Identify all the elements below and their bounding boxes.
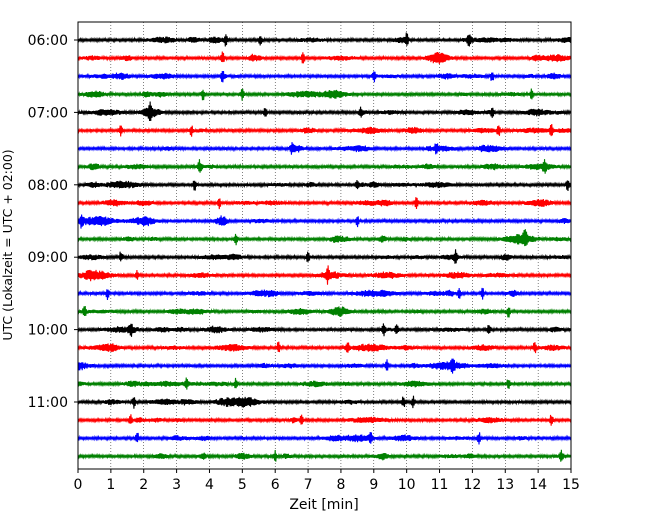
seismic-trace xyxy=(77,71,572,83)
x-tick-label: 2 xyxy=(139,477,148,493)
seismic-trace xyxy=(77,142,572,155)
seismic-trace xyxy=(77,377,572,390)
x-tick-label: 6 xyxy=(271,477,280,493)
seismic-trace xyxy=(77,358,572,374)
x-tick-label: 8 xyxy=(336,477,345,493)
x-tick-label: 9 xyxy=(369,477,378,493)
seismic-trace xyxy=(77,32,572,47)
seismic-trace xyxy=(77,159,572,174)
seismic-trace xyxy=(77,265,572,285)
x-tick-label: 13 xyxy=(496,477,514,493)
x-axis-ticks: 0 1 2 3 4 5 6 7 8 9 10 11 12 13 14 15 xyxy=(74,469,580,493)
x-tick-label: 15 xyxy=(562,477,580,493)
seismic-trace xyxy=(77,101,572,122)
grid-lines xyxy=(110,22,539,469)
seismic-trace xyxy=(77,341,572,354)
seismic-trace xyxy=(77,449,572,462)
y-tick-label: 08:00 xyxy=(28,178,68,194)
seismic-trace xyxy=(77,323,572,337)
y-tick-label: 10:00 xyxy=(28,323,68,339)
x-tick-label: 7 xyxy=(304,477,313,493)
seismic-trace xyxy=(77,249,572,264)
seismic-trace xyxy=(77,214,572,229)
seismic-trace xyxy=(77,123,572,137)
seismic-trace xyxy=(77,287,572,300)
y-tick-label: 06:00 xyxy=(28,33,68,49)
y-axis-ticks: 06:00 07:00 08:00 09:00 10:00 11:00 xyxy=(28,33,78,411)
y-axis-label: UTC (Lokalzeit = UTC + 02:00) xyxy=(0,149,15,340)
x-tick-label: 14 xyxy=(529,477,547,493)
x-tick-label: 10 xyxy=(398,477,416,493)
seismic-trace xyxy=(77,88,572,101)
x-tick-label: 0 xyxy=(74,477,83,493)
x-tick-label: 1 xyxy=(106,477,115,493)
seismic-trace xyxy=(77,395,572,409)
x-tick-label: 12 xyxy=(463,477,481,493)
x-axis-label: Zeit [min] xyxy=(289,497,358,513)
seismic-trace xyxy=(77,305,572,318)
seismic-trace xyxy=(77,229,572,247)
x-tick-label: 3 xyxy=(172,477,181,493)
y-tick-label: 11:00 xyxy=(28,395,68,411)
plot-frame xyxy=(77,21,572,470)
x-tick-label: 4 xyxy=(205,477,214,493)
seismic-trace xyxy=(77,179,572,192)
seismic-trace xyxy=(77,414,572,426)
x-tick-label: 11 xyxy=(431,477,449,493)
seismic-traces xyxy=(77,32,572,462)
x-tick-label: 5 xyxy=(238,477,247,493)
y-tick-label: 09:00 xyxy=(28,250,68,266)
seismic-trace xyxy=(77,51,572,65)
seismic-trace xyxy=(77,197,572,210)
seismic-trace xyxy=(77,432,572,445)
y-tick-label: 07:00 xyxy=(28,105,68,121)
